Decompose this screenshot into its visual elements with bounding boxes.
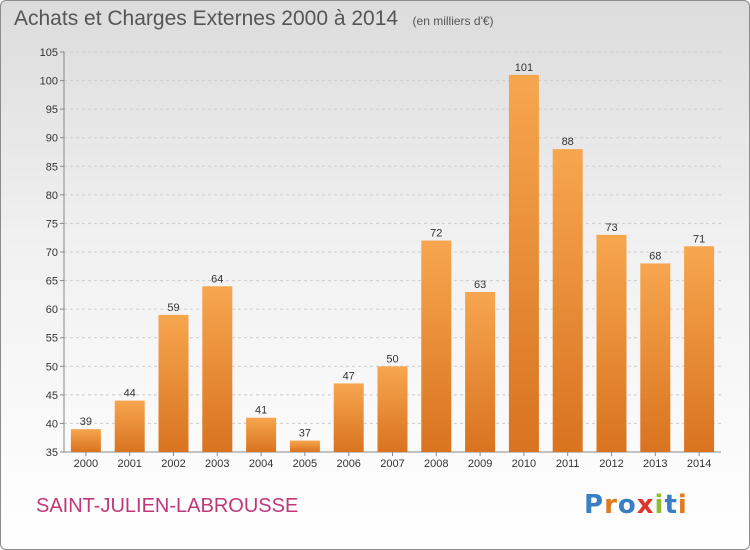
brand-letter: i <box>677 490 688 520</box>
y-tick-label: 85 <box>46 161 58 173</box>
x-tick-label: 2014 <box>687 458 711 470</box>
y-tick-label: 95 <box>46 104 58 116</box>
chart-title: Achats et Charges Externes 2000 à 2014 <box>14 7 399 30</box>
y-tick-label: 35 <box>46 447 58 459</box>
bar-2000 <box>70 429 101 452</box>
bar-2009 <box>465 292 496 452</box>
value-label: 39 <box>80 416 92 428</box>
brand-letter: i <box>654 490 665 520</box>
value-label: 50 <box>386 353 398 365</box>
value-label: 44 <box>124 388 136 400</box>
bar-2007 <box>377 366 408 452</box>
x-tick-label: 2012 <box>599 458 623 470</box>
bar-2008 <box>421 240 452 452</box>
y-tick-label: 90 <box>46 133 58 145</box>
bars <box>70 74 715 452</box>
x-tick-label: 2005 <box>293 458 317 470</box>
y-tick-label: 40 <box>46 418 58 430</box>
x-tick-label: 2006 <box>336 458 360 470</box>
bar-2013 <box>640 263 671 452</box>
value-label: 101 <box>515 62 533 74</box>
x-tick-label: 2001 <box>117 458 141 470</box>
bar-2004 <box>246 417 277 452</box>
y-tick-label: 45 <box>46 390 58 402</box>
value-label: 41 <box>255 405 267 417</box>
x-tick-label: 2004 <box>249 458 273 470</box>
value-label: 73 <box>605 222 617 234</box>
y-tick-label: 50 <box>46 361 58 373</box>
chart-unit: (en milliers d'€) <box>412 14 494 28</box>
brand-letter: r <box>604 490 618 520</box>
y-tick-label: 80 <box>46 190 58 202</box>
y-tick-label: 70 <box>46 247 58 259</box>
brand-letter: o <box>617 490 637 520</box>
x-tick-label: 2007 <box>380 458 404 470</box>
value-label: 88 <box>562 136 574 148</box>
bar-2002 <box>158 314 189 452</box>
value-label: 64 <box>211 273 223 285</box>
value-label: 71 <box>693 233 705 245</box>
value-label: 47 <box>343 370 355 382</box>
value-label: 72 <box>430 228 442 240</box>
brand-letter: x <box>636 490 655 520</box>
x-tick-label: 2013 <box>643 458 667 470</box>
y-tick-label: 60 <box>46 304 58 316</box>
commune-name: SAINT-JULIEN-LABROUSSE <box>36 495 299 517</box>
labels: 35 40 45 50 55 60 65 70 75 80 85 90 95 100 105 39 2000 44… <box>40 47 712 470</box>
x-tick-label: 2011 <box>556 458 580 470</box>
bar-2001 <box>114 400 145 452</box>
value-label: 68 <box>649 250 661 262</box>
value-label: 63 <box>474 279 486 291</box>
y-tick-label: 75 <box>46 218 58 230</box>
bar-2003 <box>202 286 233 452</box>
brand-letter: P <box>584 490 605 520</box>
bar-2011 <box>552 149 583 452</box>
x-tick-label: 2010 <box>512 458 536 470</box>
bar-2014 <box>684 246 715 452</box>
x-tick-label: 2000 <box>74 458 98 470</box>
y-tick-label: 100 <box>40 76 58 88</box>
bar-2006 <box>333 383 364 452</box>
x-tick-label: 2003 <box>205 458 229 470</box>
bar-2010 <box>508 74 539 452</box>
x-tick-label: 2009 <box>468 458 492 470</box>
y-tick-label: 65 <box>46 276 58 288</box>
title-row: Achats et Charges Externes 2000 à 2014 (… <box>14 7 494 31</box>
y-tick-label: 55 <box>46 333 58 345</box>
x-tick-label: 2008 <box>424 458 448 470</box>
brand-logo: Proxiti <box>584 490 688 520</box>
y-tick-label: 105 <box>40 47 58 59</box>
value-label: 37 <box>299 428 311 440</box>
bar-2005 <box>289 440 320 452</box>
value-label: 59 <box>167 302 179 314</box>
x-tick-label: 2002 <box>161 458 185 470</box>
brand-letter: t <box>664 490 678 520</box>
bar-2012 <box>596 234 627 452</box>
